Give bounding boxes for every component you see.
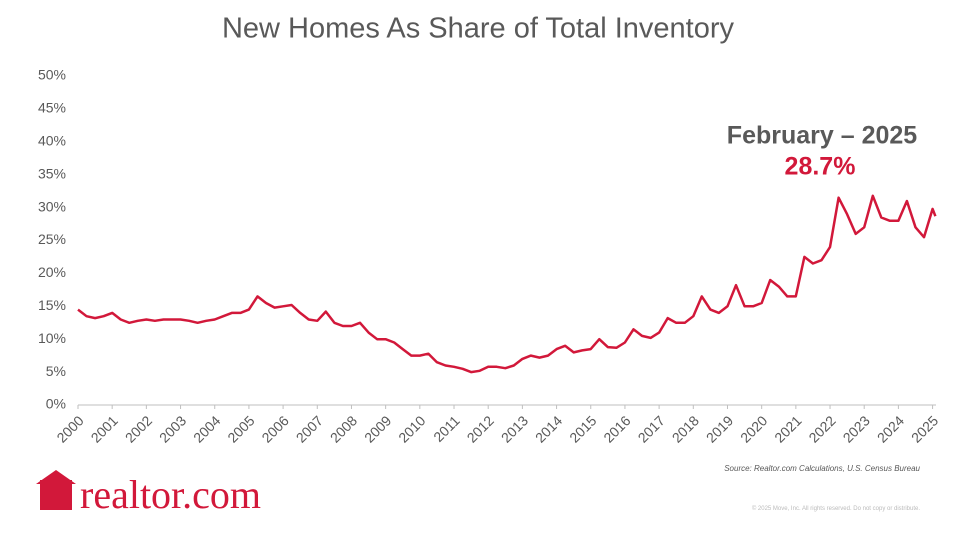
x-tick-label: 2021	[771, 412, 804, 445]
x-tick-label: 2016	[600, 412, 633, 445]
x-tick-label: 2004	[190, 412, 223, 445]
x-tick-label: 2010	[395, 412, 428, 445]
x-tick-label: 2020	[737, 412, 770, 445]
x-tick-label: 2012	[464, 412, 497, 445]
logo-roof	[36, 470, 76, 484]
y-tick-label: 25%	[38, 231, 66, 247]
y-tick-label: 30%	[38, 198, 66, 214]
y-tick-label: 15%	[38, 297, 66, 313]
x-tick-label: 2025	[908, 412, 941, 445]
x-tick-label: 2011	[430, 412, 463, 445]
x-tick-label: 2014	[532, 412, 565, 445]
x-tick-label: 2008	[327, 412, 360, 445]
x-tick-label: 2007	[293, 412, 326, 445]
logo: realtor.com	[36, 470, 261, 517]
y-tick-label: 35%	[38, 165, 66, 181]
x-tick-label: 2017	[635, 412, 668, 445]
x-tick-label: 2002	[122, 412, 155, 445]
annotation-title: February – 2025	[727, 122, 917, 150]
copyright: © 2025 Move, Inc. All rights reserved. D…	[752, 505, 921, 512]
source: Source: Realtor.com Calculations, U.S. C…	[724, 464, 920, 473]
x-tick-label: 2003	[156, 412, 189, 445]
x-tick-label: 2019	[703, 412, 736, 445]
annotation-value: 28.7%	[785, 153, 856, 181]
x-tick-label: 2000	[53, 412, 86, 445]
x-tick-label: 2022	[805, 412, 838, 445]
x-tick-label: 2018	[669, 412, 702, 445]
y-tick-label: 20%	[38, 264, 66, 280]
x-tick-label: 2013	[498, 412, 531, 445]
logo-text: realtor.com	[80, 472, 261, 517]
x-tick-label: 2024	[874, 412, 907, 445]
y-tick-label: 5%	[46, 363, 66, 379]
x-tick-label: 2015	[566, 412, 599, 445]
y-tick-label: 40%	[38, 133, 66, 149]
x-tick-label: 2005	[224, 412, 257, 445]
line-series	[77, 194, 937, 374]
x-tick-label: 2001	[88, 412, 121, 445]
x-tick-label: 2023	[840, 412, 873, 445]
chart-title: New Homes As Share of Total Inventory	[222, 13, 735, 45]
y-tick-label: 10%	[38, 330, 66, 346]
y-tick-label: 45%	[38, 100, 66, 116]
y-tick-label: 50%	[38, 67, 66, 83]
x-tick-label: 2009	[361, 412, 394, 445]
y-tick-label: 0%	[46, 396, 66, 412]
logo-icon	[40, 480, 72, 510]
x-tick-label: 2006	[258, 412, 291, 445]
